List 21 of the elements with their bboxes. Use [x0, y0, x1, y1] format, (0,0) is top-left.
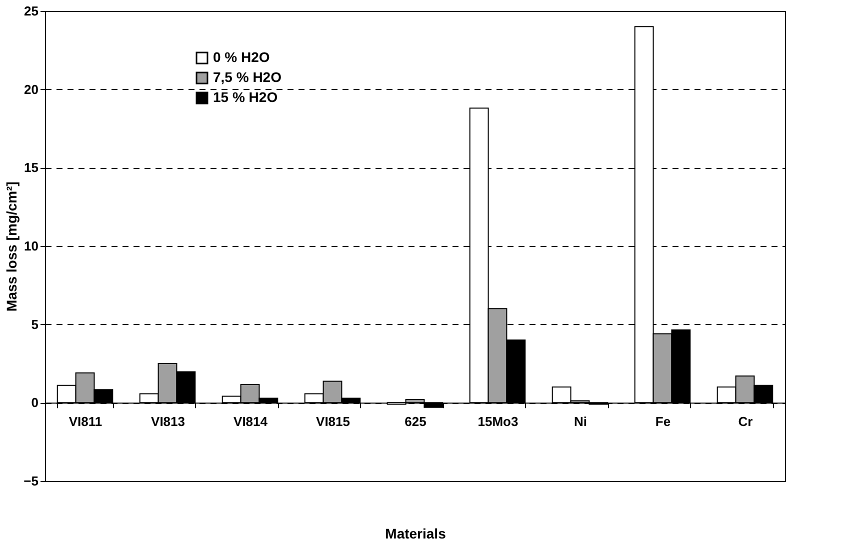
x-tick-label: 625 [404, 414, 426, 430]
y-tick-label: 10 [24, 238, 38, 254]
legend-label: 15 % H2O [213, 89, 278, 105]
x-tick-label: 15Mo3 [478, 414, 518, 430]
y-tick-label: −5 [24, 474, 38, 488]
x-tick-label: VI815 [316, 414, 350, 430]
legend-label: 0 % H2O [213, 49, 270, 65]
x-tick-label: Cr [738, 414, 753, 430]
y-tick-label: 15 [24, 160, 38, 176]
x-tick-label: Ni [574, 414, 587, 430]
y-tick-label: 20 [24, 82, 38, 97]
y-tick-label: 5 [31, 316, 38, 332]
x-axis-title: Materials [385, 526, 446, 542]
x-tick-label: Fe [655, 414, 671, 430]
y-axis-title: Mass loss [mg/cm²] [4, 182, 20, 312]
x-tick-label: VI814 [234, 414, 268, 430]
legend-label: 7,5 % H2O [213, 69, 282, 85]
y-tick-label: 0 [31, 395, 38, 410]
x-tick-label: VI811 [68, 414, 102, 430]
y-tick-label: 25 [24, 4, 38, 18]
x-tick-label: VI813 [151, 414, 185, 430]
